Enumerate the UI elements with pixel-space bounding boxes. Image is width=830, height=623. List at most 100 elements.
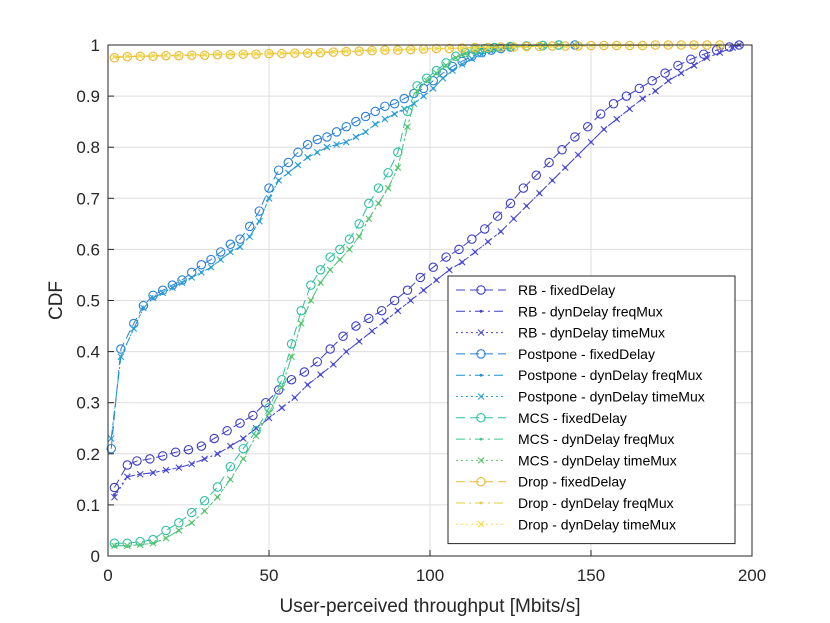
data-point: [288, 353, 295, 361]
x-tick-label: 150: [577, 566, 605, 585]
series-group: [106, 40, 744, 550]
data-point: [518, 183, 529, 193]
data-point: [178, 279, 186, 287]
data-point: [212, 482, 223, 492]
data-point: [116, 344, 126, 354]
data-point: [433, 276, 440, 284]
data-point: [354, 219, 364, 229]
legend-entry: RB - dynDelay freqMux: [456, 303, 663, 319]
data-point: [214, 450, 221, 458]
data-point: [677, 69, 685, 77]
data-point: [389, 295, 400, 306]
data-point: [621, 91, 632, 101]
data-point: [355, 47, 363, 55]
data-point: [587, 42, 595, 49]
data-point: [162, 466, 170, 474]
data-point: [381, 115, 389, 123]
data-point: [335, 244, 345, 255]
legend-label: Postpone - fixedDelay: [518, 346, 655, 362]
data-point: [557, 145, 567, 155]
data-point: [186, 50, 197, 60]
data-point: [613, 115, 621, 123]
data-point: [583, 122, 593, 132]
data-point: [149, 469, 157, 477]
data-point: [467, 234, 477, 244]
data-point: [225, 49, 236, 60]
legend-entry: MCS - dynDelay freqMux: [456, 431, 674, 447]
data-point: [291, 49, 299, 57]
data-point: [123, 473, 131, 481]
data-point: [199, 496, 210, 506]
data-point: [647, 76, 657, 86]
data-point: [304, 49, 312, 57]
data-point: [338, 331, 348, 342]
data-point: [206, 254, 216, 265]
data-point: [428, 76, 438, 86]
data-point: [109, 538, 120, 548]
legend-entry: Postpone - dynDelay timeMux: [456, 389, 705, 405]
data-point: [561, 42, 569, 50]
data-point: [429, 85, 437, 92]
data-point: [302, 139, 313, 150]
data-point: [170, 447, 181, 458]
data-point: [330, 48, 337, 56]
data-point: [322, 132, 332, 142]
data-point: [275, 177, 283, 184]
data-point: [407, 297, 415, 304]
data-point: [433, 69, 440, 77]
data-point: [111, 542, 118, 550]
data-point: [729, 44, 737, 51]
legend-entry: Postpone - fixedDelay: [456, 346, 655, 362]
data-point: [159, 289, 167, 297]
data-point: [215, 247, 226, 257]
data-point: [111, 53, 118, 61]
ticks: 0 50 100 150 200 0 0.1 0.2 0.3 0.4 0.5 0.6 0.7 0.8 0.9…: [76, 36, 766, 585]
y-tick-label: 0.2: [76, 445, 100, 464]
data-point: [109, 482, 120, 493]
data-point: [389, 99, 400, 109]
data-point: [441, 252, 451, 262]
legend-entry: Postpone - dynDelay freqMux: [456, 367, 702, 383]
legend-label: Postpone - dynDelay timeMux: [518, 389, 705, 405]
data-point: [342, 47, 350, 55]
data-point: [188, 460, 196, 468]
data-point: [196, 441, 207, 451]
data-point: [157, 451, 168, 461]
data-point: [261, 397, 271, 408]
data-point: [394, 307, 402, 315]
data-point: [399, 93, 409, 104]
data-point: [690, 62, 698, 69]
legend-swatch-marker: [476, 476, 486, 487]
data-point: [226, 442, 234, 450]
data-point: [161, 50, 171, 61]
data-point: [360, 111, 371, 122]
data-point: [380, 101, 390, 112]
data-point: [595, 109, 606, 119]
data-point: [381, 317, 389, 325]
data-point: [235, 418, 245, 428]
data-point: [376, 305, 387, 316]
data-point: [608, 99, 619, 109]
legend-swatch-marker: [479, 309, 483, 313]
data-point: [325, 344, 335, 354]
data-point: [174, 50, 184, 61]
data-point: [510, 215, 518, 223]
series-line: [114, 44, 559, 547]
data-point: [312, 357, 323, 367]
data-point: [351, 116, 361, 127]
data-point: [265, 194, 273, 202]
legend-swatch-marker: [477, 393, 485, 400]
data-point: [149, 294, 157, 302]
data-point: [162, 534, 170, 542]
data-point: [368, 327, 376, 335]
data-point: [441, 58, 451, 68]
legend-label: Drop - fixedDelay: [518, 474, 626, 490]
series-2: [111, 41, 743, 501]
data-point: [325, 252, 335, 262]
data-point: [294, 161, 302, 169]
data-point: [188, 274, 196, 281]
data-point: [479, 224, 490, 234]
data-point: [238, 49, 248, 59]
data-point: [122, 538, 133, 548]
